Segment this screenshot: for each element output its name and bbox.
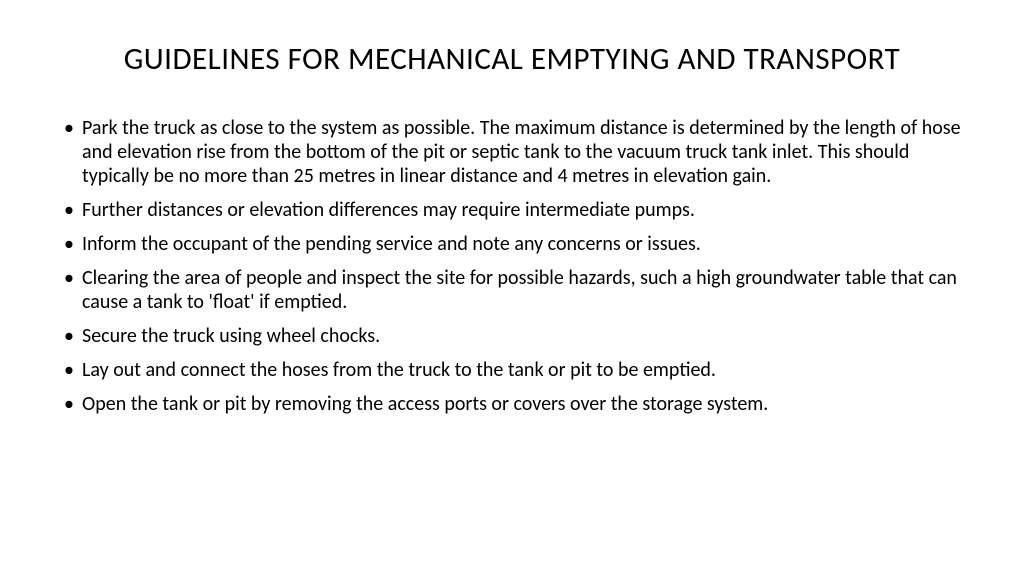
list-item: Lay out and connect the hoses from the t… xyxy=(60,358,964,382)
list-item: Secure the truck using wheel chocks. xyxy=(60,324,964,348)
list-item: Park the truck as close to the system as… xyxy=(60,116,964,188)
list-item: Open the tank or pit by removing the acc… xyxy=(60,392,964,416)
list-item: Clearing the area of people and inspect … xyxy=(60,266,964,314)
slide-title: GUIDELINES FOR MECHANICAL EMPTYING AND T… xyxy=(60,40,964,78)
list-item: Further distances or elevation differenc… xyxy=(60,198,964,222)
bullet-list: Park the truck as close to the system as… xyxy=(60,116,964,416)
list-item: Inform the occupant of the pending servi… xyxy=(60,232,964,256)
